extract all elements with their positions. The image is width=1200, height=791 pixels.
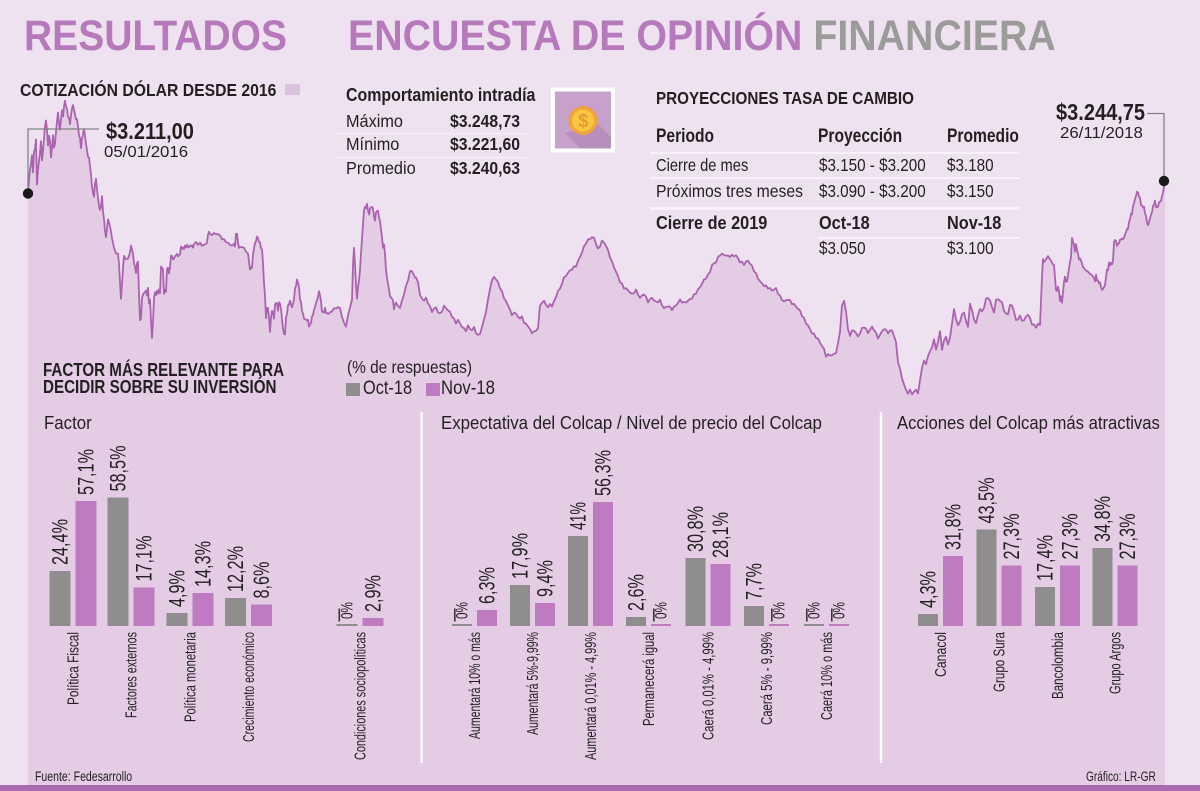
svg-text:0%: 0% xyxy=(831,602,849,619)
svg-text:27,3%: 27,3% xyxy=(1115,514,1140,560)
svg-text:0%: 0% xyxy=(454,602,472,619)
svg-text:0%: 0% xyxy=(653,602,671,619)
svg-text:17,4%: 17,4% xyxy=(1033,535,1058,581)
svg-text:0%: 0% xyxy=(806,602,824,619)
svg-text:7,7%: 7,7% xyxy=(742,563,767,600)
svg-text:2,6%: 2,6% xyxy=(624,574,649,611)
svg-text:Grupo Argos: Grupo Argos xyxy=(1108,632,1125,694)
svg-text:Crecimiento económico: Crecimiento económico xyxy=(241,632,258,742)
svg-text:Aumentará 10% o más: Aumentará 10% o más xyxy=(467,632,484,739)
svg-text:0%: 0% xyxy=(339,602,357,619)
svg-text:17,1%: 17,1% xyxy=(132,536,157,582)
svg-text:43,5%: 43,5% xyxy=(974,478,999,524)
svg-text:56,3%: 56,3% xyxy=(591,450,616,496)
svg-text:17,9%: 17,9% xyxy=(508,533,533,579)
svg-text:58,5%: 58,5% xyxy=(106,446,131,492)
svg-text:Política monetaria: Política monetaria xyxy=(183,632,200,722)
svg-text:Bancolombia: Bancolombia xyxy=(1050,632,1067,699)
svg-text:27,3%: 27,3% xyxy=(999,514,1024,560)
svg-text:31,8%: 31,8% xyxy=(941,504,966,550)
svg-text:4,3%: 4,3% xyxy=(916,571,941,608)
svg-text:12,2%: 12,2% xyxy=(223,546,248,592)
svg-text:57,1%: 57,1% xyxy=(74,449,99,495)
svg-text:Canacol: Canacol xyxy=(933,632,950,677)
svg-text:6,3%: 6,3% xyxy=(475,567,500,604)
svg-text:Permanecerá igual: Permanecerá igual xyxy=(641,632,658,726)
svg-text:24,4%: 24,4% xyxy=(48,519,73,565)
svg-text:Aumentará 5%-9,99%: Aumentará 5%-9,99% xyxy=(525,632,542,735)
svg-text:2,9%: 2,9% xyxy=(361,575,386,612)
svg-text:Caerá 5% - 9,99%: Caerá 5% - 9,99% xyxy=(759,632,776,725)
svg-text:8,6%: 8,6% xyxy=(249,562,274,599)
svg-text:Caerá 10% o más: Caerá 10% o más xyxy=(819,632,836,720)
svg-text:14,3%: 14,3% xyxy=(191,541,216,587)
svg-text:41%: 41% xyxy=(566,502,591,530)
svg-text:27,3%: 27,3% xyxy=(1058,514,1083,560)
svg-text:Caerá 0,01% - 4,99%: Caerá 0,01% - 4,99% xyxy=(701,632,718,740)
svg-text:Grupo Sura: Grupo Sura xyxy=(992,632,1009,692)
svg-text:30,8%: 30,8% xyxy=(683,506,708,552)
svg-text:34,8%: 34,8% xyxy=(1090,496,1115,542)
svg-text:Aumentará 0,01% - 4,99%: Aumentará 0,01% - 4,99% xyxy=(583,632,600,760)
svg-text:$: $ xyxy=(578,111,588,131)
svg-text:Política Fiscal: Política Fiscal xyxy=(66,632,83,705)
svg-text:Condiciones sociopolíticas: Condiciones sociopolíticas xyxy=(353,632,370,760)
svg-text:0%: 0% xyxy=(771,602,789,619)
svg-text:28,1%: 28,1% xyxy=(708,512,733,558)
svg-text:4,9%: 4,9% xyxy=(165,570,190,607)
svg-text:9,4%: 9,4% xyxy=(533,560,558,597)
svg-text:Factores externos: Factores externos xyxy=(124,632,141,718)
